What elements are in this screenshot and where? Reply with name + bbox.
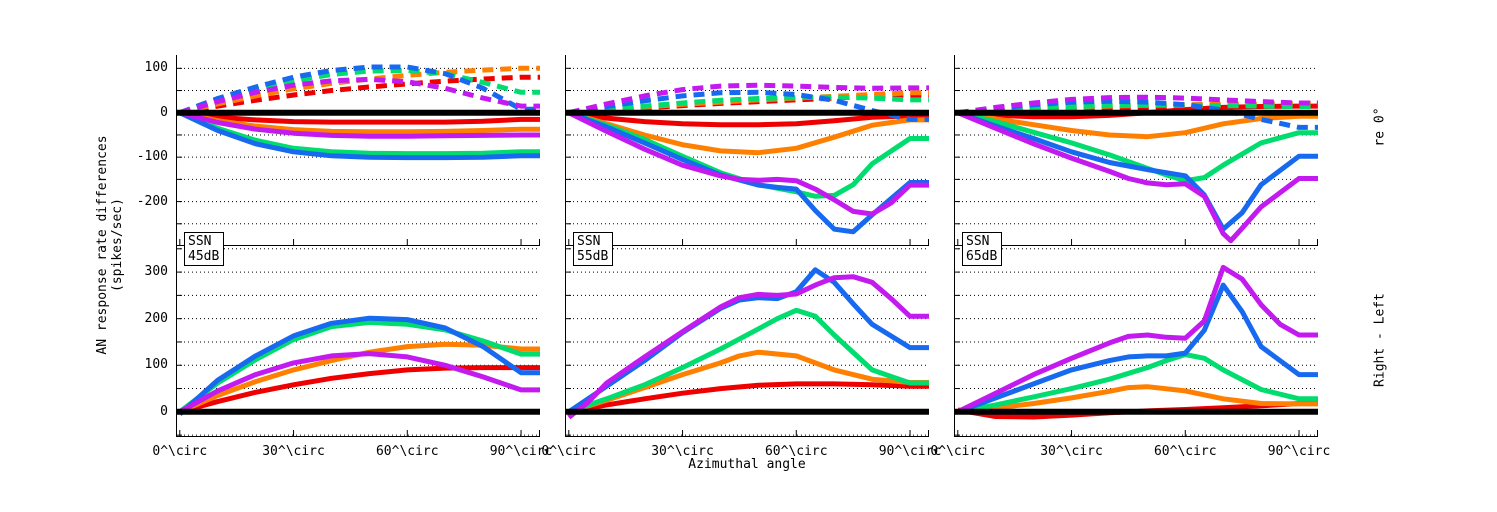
series-magenta-dashed [568, 82, 929, 116]
series-blue-solid [567, 110, 929, 235]
x-tick-label: 60^\circ [764, 444, 828, 459]
series-green-solid [957, 352, 1318, 415]
series-red-solid [179, 110, 540, 125]
series-orange-solid [179, 110, 540, 135]
series-magenta-solid [179, 110, 540, 139]
series-red-solid [179, 365, 540, 415]
condition-box-ssn-45db: SSN 45dB [184, 232, 225, 266]
x-axis-label: Azimuthal angle [688, 457, 806, 472]
y-tick-label: 300 [144, 264, 168, 280]
x-tick-label: 0^\circ [541, 444, 597, 459]
x-tick-label: 30^\circ [1040, 444, 1103, 459]
y-tick-label: 100 [144, 357, 168, 373]
condition-line1: SSN [966, 234, 990, 249]
series-red-solid [568, 381, 929, 415]
panel-ssn45-top [176, 55, 540, 246]
series-orange-solid [957, 110, 1318, 140]
series-magenta-solid [956, 110, 1318, 244]
x-tick-label: 30^\circ [262, 444, 325, 459]
series-blue-solid [178, 110, 540, 161]
x-tick-label: 90^\circ [489, 444, 553, 459]
series-blue-solid [956, 110, 1318, 232]
panel-ssn65-bottom [954, 246, 1318, 437]
panel-ssn45-bottom [176, 246, 540, 437]
series-magenta-solid [567, 110, 929, 217]
condition-line1: SSN [577, 234, 601, 249]
series-blue-dashed [568, 89, 929, 122]
row-label-re-0: re 0° [1372, 107, 1388, 147]
series-red-solid [568, 110, 929, 128]
x-tick-label: 60^\circ [1153, 444, 1217, 459]
series-magenta-solid [956, 264, 1318, 415]
x-tick-label: 90^\circ [878, 444, 942, 459]
series-green-solid [178, 110, 540, 157]
x-tick-label: 60^\circ [375, 444, 439, 459]
condition-line2: 55dB [577, 249, 609, 264]
condition-line1: SSN [188, 234, 212, 249]
panel-ssn55-top [565, 55, 929, 246]
series-green-solid [567, 307, 929, 415]
series-orange-dashed [179, 65, 540, 116]
y-tick-label: -100 [136, 149, 168, 165]
condition-line2: 45dB [188, 249, 220, 264]
series-green-solid [178, 319, 540, 414]
series-red-dashed [179, 74, 540, 116]
panel-ssn55-bottom [565, 246, 929, 437]
panel-ssn65-top [954, 55, 1318, 246]
series-orange-solid [957, 384, 1318, 415]
y-tick-label: 100 [144, 60, 168, 76]
x-tick-label: 0^\circ [152, 444, 208, 459]
y-tick-label: 0 [160, 104, 168, 120]
series-magenta-dashed [957, 94, 1318, 116]
row-label-right-minus-left: Right - Left [1372, 293, 1388, 387]
y-tick-label: 200 [144, 310, 168, 326]
condition-box-ssn-65db: SSN 65dB [962, 232, 1003, 266]
series-blue-dashed [178, 64, 540, 116]
y-tick-label: -200 [136, 193, 168, 209]
series-magenta-solid [567, 274, 929, 420]
series-green-dashed [568, 94, 929, 116]
series-magenta-solid [178, 351, 540, 414]
y-tick-label: 0 [160, 403, 168, 419]
series-blue-solid [956, 282, 1318, 415]
condition-box-ssn-55db: SSN 55dB [573, 232, 614, 266]
series-orange-solid [568, 110, 929, 156]
series-green-dashed [957, 102, 1318, 116]
condition-line2: 65dB [966, 249, 998, 264]
x-tick-label: 30^\circ [651, 444, 714, 459]
x-tick-label: 90^\circ [1267, 444, 1331, 459]
series-blue-solid [178, 315, 540, 417]
x-tick-label: 0^\circ [930, 444, 986, 459]
